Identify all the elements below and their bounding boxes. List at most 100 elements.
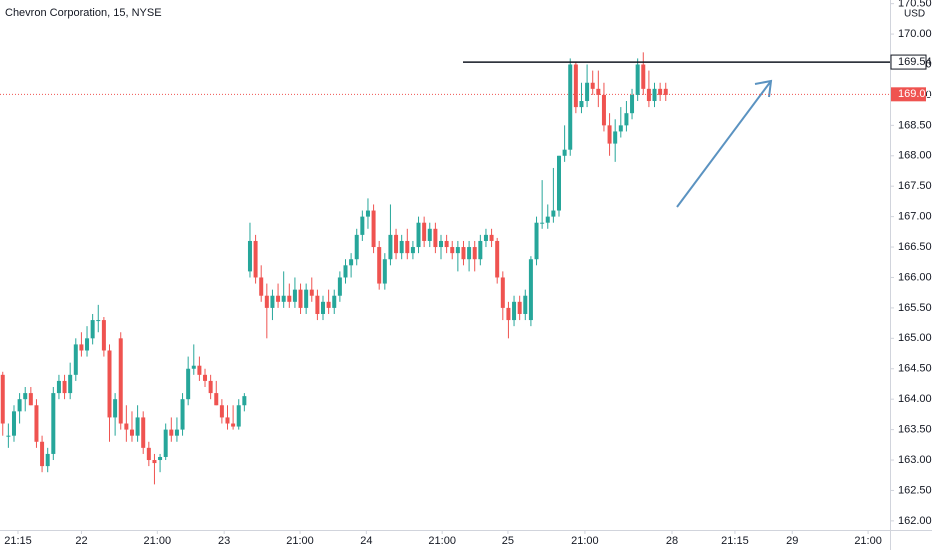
- candle-body: [315, 295, 320, 314]
- candle-body: [658, 88, 663, 95]
- candle-body: [422, 222, 427, 241]
- candle-body: [388, 234, 393, 260]
- candle-body: [562, 149, 567, 156]
- candle-body: [556, 155, 561, 211]
- x-tick-label: 21:00: [428, 535, 456, 547]
- x-tick-label: 23: [218, 535, 230, 547]
- candle-body: [613, 131, 618, 144]
- candle-body: [158, 456, 163, 461]
- candle-body: [276, 295, 281, 302]
- candle-body: [73, 344, 78, 375]
- candle-body: [191, 365, 196, 369]
- candle-body: [663, 88, 668, 95]
- candle-body: [641, 64, 646, 89]
- candle-body: [62, 380, 67, 394]
- candle-body: [343, 265, 348, 278]
- candle-body: [467, 247, 472, 260]
- candle-body: [152, 460, 157, 464]
- candle-body: [405, 240, 410, 254]
- candle-body: [410, 247, 415, 254]
- candle-body: [219, 405, 224, 418]
- candle-body: [124, 423, 129, 430]
- candle-body: [169, 429, 174, 436]
- candle-body: [590, 82, 595, 89]
- y-tick-label: 168.00: [898, 150, 932, 162]
- y-tick-label: 164.50: [898, 363, 932, 375]
- candle-body: [326, 301, 331, 308]
- candle-body: [461, 247, 466, 260]
- candle-body: [618, 125, 623, 132]
- chart-title: Chevron Corporation, 15, NYSE: [5, 7, 162, 19]
- y-tick-label: 165.50: [898, 302, 932, 314]
- candle-body: [394, 234, 399, 254]
- candle-body: [101, 320, 106, 351]
- candle-body: [113, 399, 118, 418]
- y-tick-label: 163.00: [898, 454, 932, 466]
- candle-body: [45, 453, 50, 467]
- candle-body: [225, 417, 230, 424]
- y-tick-label: 162.00: [898, 515, 932, 527]
- candle-body: [292, 289, 297, 302]
- y-tick-label: 170.00: [898, 28, 932, 40]
- candle-body: [28, 393, 33, 406]
- candle-body: [186, 368, 191, 400]
- candle-body: [646, 88, 651, 102]
- candle-body: [455, 247, 460, 254]
- candle-body: [568, 64, 573, 150]
- candle-body: [253, 240, 258, 278]
- candle-body: [264, 295, 269, 308]
- candle-body: [416, 222, 421, 248]
- y-tick-label: 167.50: [898, 180, 932, 192]
- x-tick-label: 21:15: [4, 535, 32, 547]
- x-tick-label: 21:00: [144, 535, 172, 547]
- candle-body: [483, 234, 488, 241]
- candle-body: [596, 88, 601, 95]
- candle-body: [203, 374, 208, 381]
- candle-body: [118, 338, 123, 424]
- candle-body: [56, 380, 61, 394]
- candle-body: [51, 393, 56, 454]
- candle-body: [85, 338, 90, 351]
- candle-body: [360, 216, 365, 235]
- x-tick-label: 28: [666, 535, 678, 547]
- candle-body: [6, 435, 11, 437]
- candle-body: [17, 399, 22, 412]
- candle-body: [472, 247, 477, 260]
- last-price-label: 169.01: [898, 88, 932, 100]
- candle-body: [0, 374, 5, 424]
- y-tick-label: 167.00: [898, 211, 932, 223]
- candle-body: [439, 240, 444, 248]
- candle-body: [259, 277, 264, 296]
- candle-body: [607, 125, 612, 144]
- candle-body: [354, 234, 359, 260]
- candle-body: [68, 374, 73, 394]
- candle-body: [270, 295, 275, 308]
- candle-body: [500, 277, 505, 308]
- candle-body: [23, 393, 28, 400]
- candle-body: [11, 411, 16, 436]
- candle-body: [371, 210, 376, 248]
- resistance-label: 169.54: [898, 56, 932, 68]
- candle-body: [309, 289, 314, 296]
- trend-arrow: [676, 80, 772, 208]
- candle-body: [247, 240, 252, 272]
- candle-body: [135, 417, 140, 436]
- candle-body: [321, 301, 326, 314]
- candle-body: [601, 94, 606, 126]
- x-tick-label: 21:00: [854, 535, 882, 547]
- x-tick-label: 29: [786, 535, 798, 547]
- x-tick-label: 22: [75, 535, 87, 547]
- candle-body: [242, 396, 247, 406]
- candle-body: [545, 216, 550, 223]
- candle-body: [236, 405, 241, 427]
- candle-body: [40, 441, 45, 467]
- candle-body: [512, 301, 517, 321]
- candle-body: [332, 295, 337, 308]
- candle-body: [534, 222, 539, 260]
- candle-body: [579, 101, 584, 108]
- last-price-label-box: [891, 87, 926, 102]
- candle-body: [652, 88, 657, 102]
- candle-body: [585, 82, 590, 102]
